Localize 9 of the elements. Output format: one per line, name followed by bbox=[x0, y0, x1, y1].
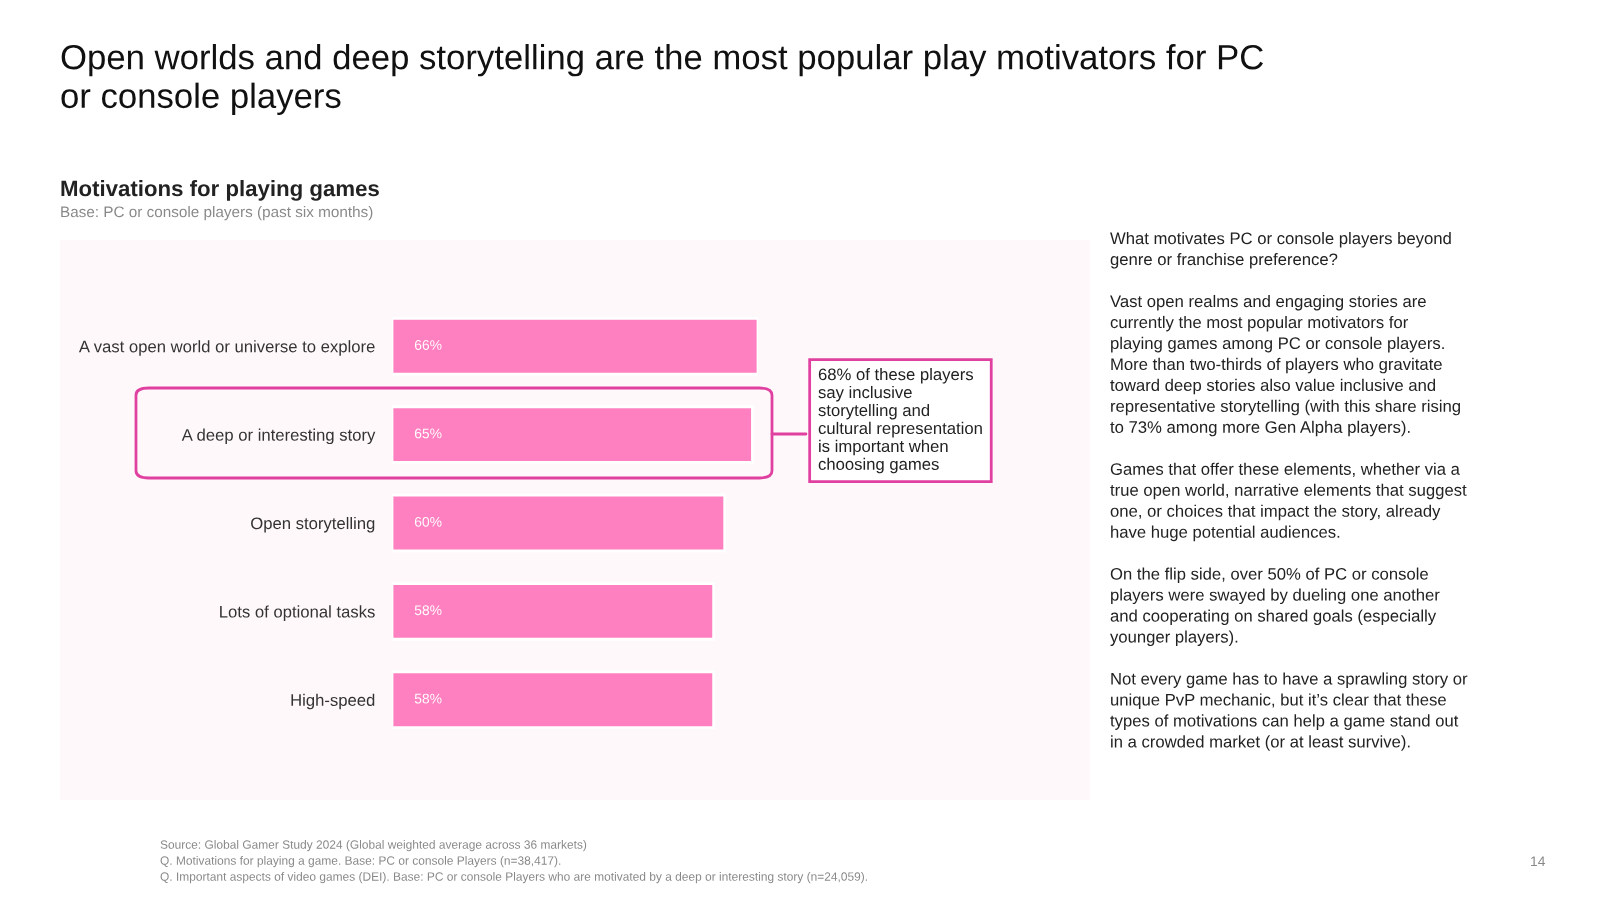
y-tick-label: Open storytelling bbox=[251, 516, 375, 533]
y-tick-label: Lots of optional tasks bbox=[220, 605, 375, 621]
text: What motivates PC or console players beyond genre or franchise preference? Vast open realms and engaging stories are currently the most popular motivators for playing games among PC or console players. More than two-thirds of players who gravitate toward deep stories also value inclusive and representative storytelling (with this share rising to 73% among more Gen Alpha players). Games that offer these elements, whether via a true open world, narrative elements that suggest one, or choices that impact the story, already have huge potential audiences. On the flip side, over 50% of PC or console players were swayed by dueling one another and cooperating on shared goals (especially younger players). Not every game has to have a sprawling story or unique PvP mechanic, but it’s clear that these types of motivations can help a game stand out in a crowded market (or at least survive). bbox=[1110, 232, 1468, 751]
text: 68% of these players say inclusive storytelling and cultural representation is important when choosing games bbox=[818, 368, 982, 474]
chart-title: Open worlds and deep storytelling are the most popular play motivators for PC or console players bbox=[61, 44, 1263, 116]
y-tick-label: A vast open world or universe to explore bbox=[78, 340, 375, 356]
y-tick-label: A deep or interesting story bbox=[181, 428, 376, 445]
chart-subtitle: Motivations for playing games bbox=[61, 180, 379, 201]
y-tick-label: High-speed bbox=[291, 693, 375, 710]
